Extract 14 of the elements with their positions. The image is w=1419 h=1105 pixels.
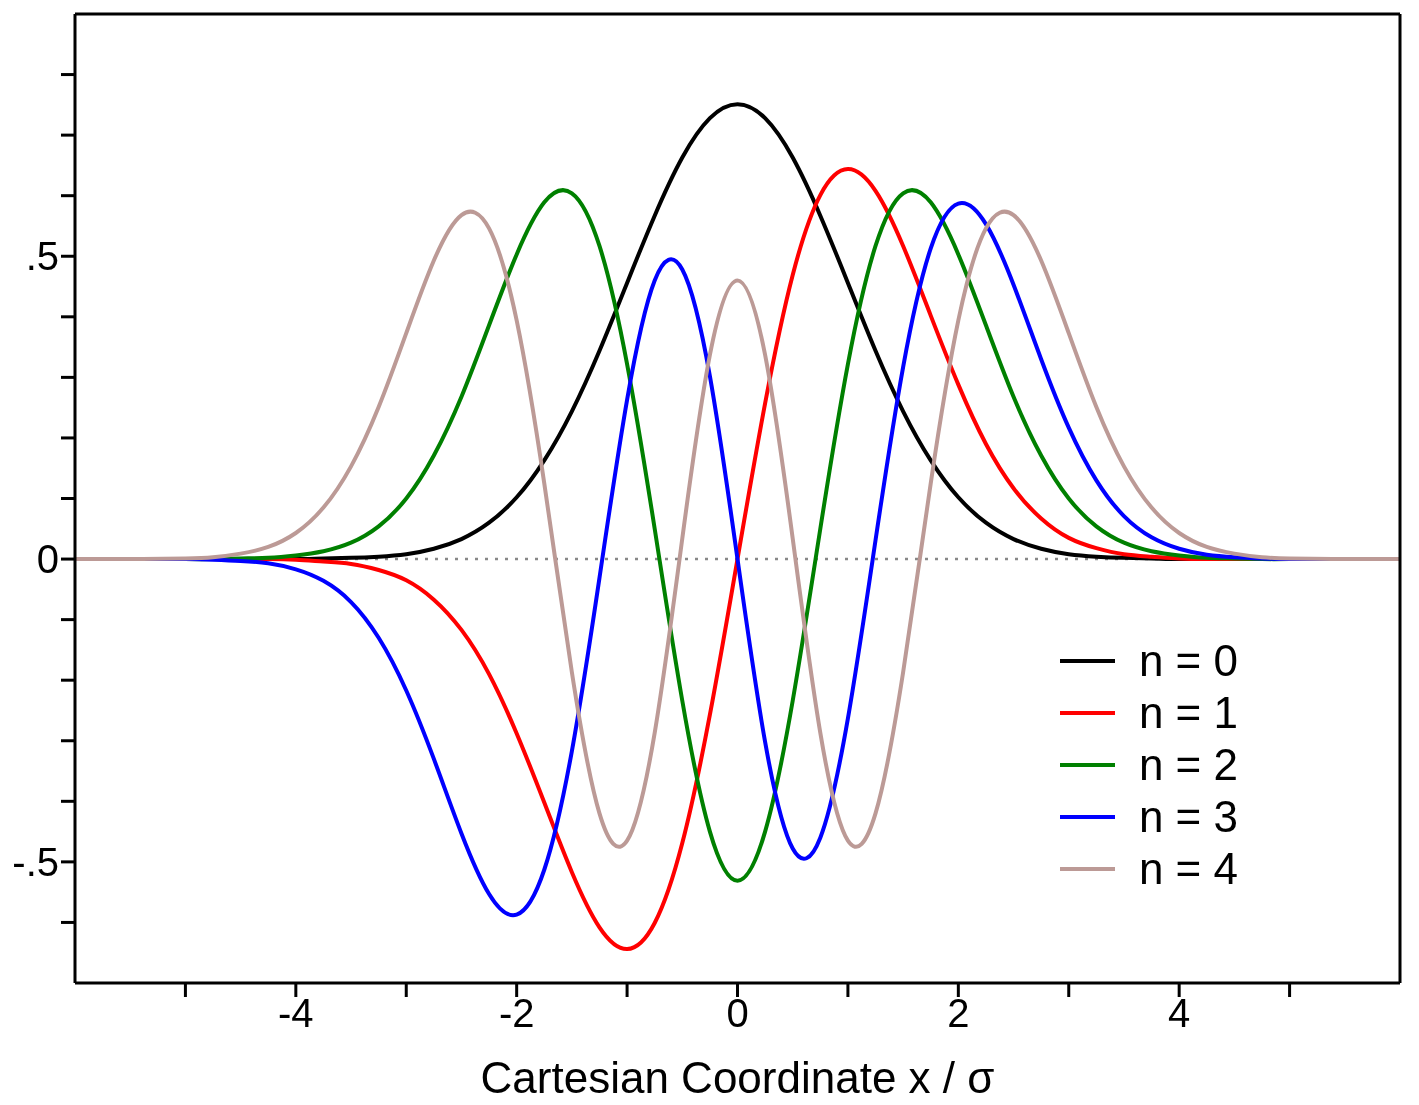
- legend-label: n = 2: [1138, 740, 1238, 790]
- y-tick-label: 0: [36, 537, 59, 582]
- legend-label: n = 1: [1138, 688, 1238, 738]
- x-tick-label: 0: [726, 991, 749, 1036]
- legend-label: n = 0: [1138, 636, 1238, 686]
- x-tick-label: -2: [498, 991, 535, 1036]
- y-tick-label: -.5: [12, 840, 59, 885]
- x-tick-label: 4: [1168, 991, 1191, 1036]
- x-tick-label: -4: [278, 991, 314, 1036]
- legend-label: n = 4: [1138, 844, 1238, 894]
- x-axis-title: Cartesian Coordinate x / σ: [480, 1053, 995, 1102]
- legend-label: n = 3: [1138, 792, 1238, 842]
- x-tick-label: 2: [947, 991, 970, 1036]
- y-tick-label: .5: [25, 234, 59, 279]
